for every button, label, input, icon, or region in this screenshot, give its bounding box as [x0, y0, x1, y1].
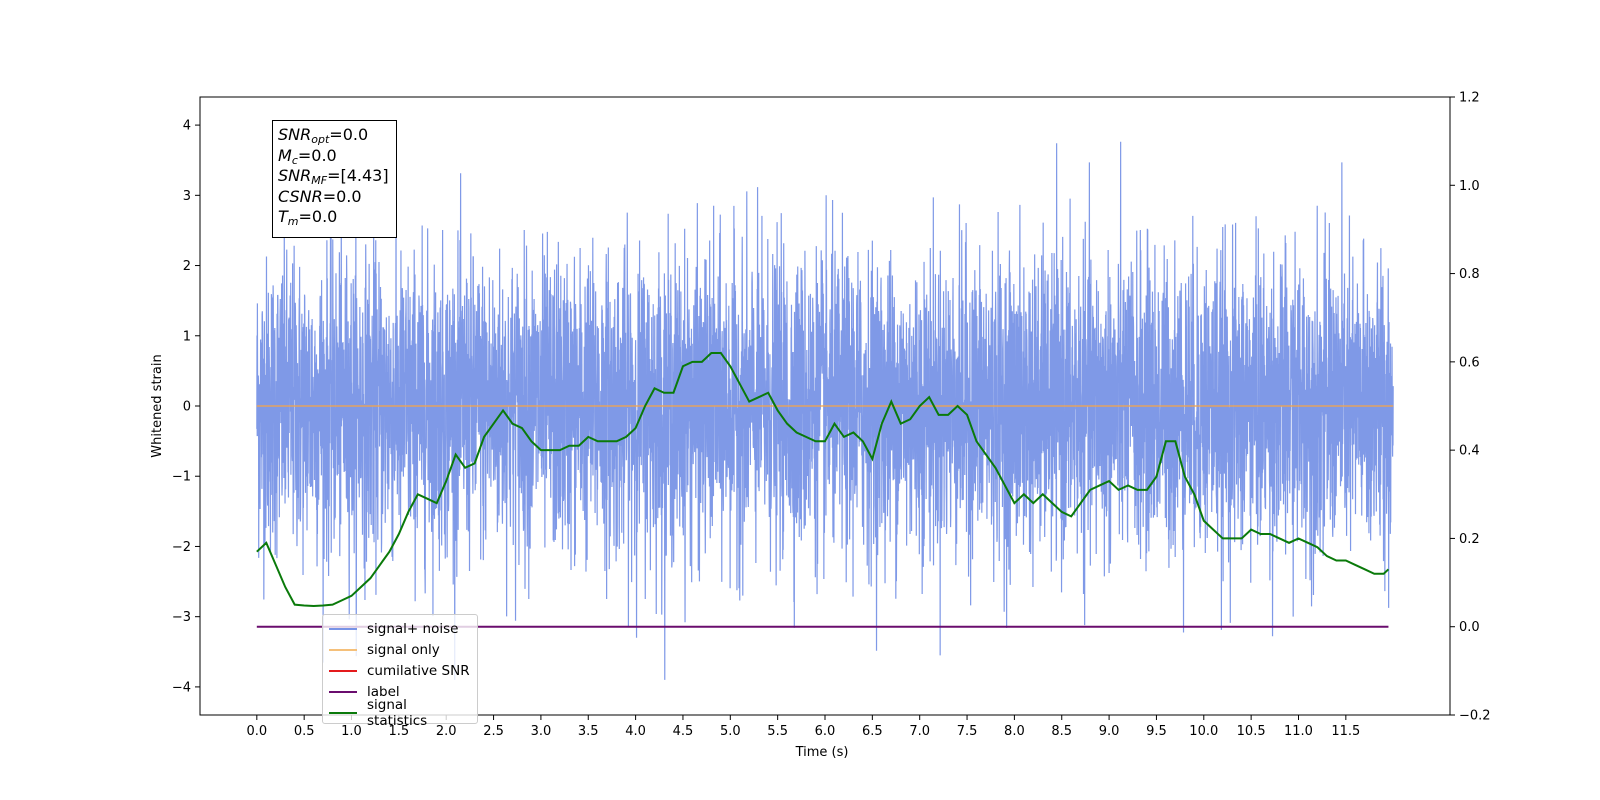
- y-tick-label-2: 2: [183, 259, 191, 274]
- x-tick-label-19: 9.5: [1146, 724, 1167, 739]
- y-right-tick-label-1: 1.0: [1459, 179, 1480, 194]
- x-tick-label-3: 1.5: [389, 724, 410, 739]
- stats-snr-opt: SNRopt=0.0: [278, 125, 369, 146]
- legend-item-signal-only: signal only: [329, 639, 471, 660]
- x-tick-label-7: 3.5: [578, 724, 599, 739]
- stats-box: SNRopt=0.0 Mc=0.0 SNRMF=[4.43] CSNR=0.0 …: [272, 120, 397, 238]
- x-tick-label-4: 2.0: [436, 724, 457, 739]
- x-axis: 0.0 0.5 1.0 1.5 2.0 2.5 3.0 3.5 4.0 4.5 5.0 5.5 6.0 6…: [246, 715, 1360, 739]
- legend-item-cumulative-snr: cumilative SNR: [329, 660, 471, 681]
- y-right-tick-label-5: 0.2: [1459, 532, 1480, 547]
- y-axis-right: 1.2 1.0 0.8 0.6 0.4 0.2 0.0 −0.2: [1450, 91, 1491, 724]
- y-tick-label-7: −3: [172, 610, 191, 625]
- y-tick-label-5: −1: [172, 470, 191, 485]
- x-tick-label-16: 8.0: [1004, 724, 1025, 739]
- x-tick-label-20: 10.0: [1189, 724, 1218, 739]
- x-tick-label-18: 9.0: [1099, 724, 1120, 739]
- legend-item-label: label: [329, 681, 471, 702]
- x-tick-label-10: 5.0: [720, 724, 741, 739]
- y-right-tick-label-7: −0.2: [1459, 709, 1491, 724]
- x-tick-label-6: 3.0: [531, 724, 552, 739]
- y-right-tick-label-0: 1.2: [1459, 91, 1480, 106]
- y-tick-label-8: −4: [172, 680, 191, 695]
- x-tick-label-2: 1.0: [341, 724, 362, 739]
- x-tick-label-1: 0.5: [294, 724, 315, 739]
- x-tick-label-21: 10.5: [1237, 724, 1266, 739]
- y-tick-label-1: 3: [183, 189, 191, 204]
- signal-noise-line: [256, 141, 1394, 680]
- x-tick-label-5: 2.5: [483, 724, 504, 739]
- x-tick-label-0: 0.0: [246, 724, 267, 739]
- x-tick-label-23: 11.5: [1331, 724, 1360, 739]
- x-tick-label-8: 4.0: [625, 724, 646, 739]
- x-tick-label-22: 11.0: [1284, 724, 1313, 739]
- stats-snr-mf: SNRMF=[4.43]: [278, 166, 389, 188]
- y-tick-label-3: 1: [183, 329, 191, 344]
- signal-statistics-line: [256, 352, 1390, 607]
- x-tick-label-12: 6.0: [815, 724, 836, 739]
- x-tick-label-13: 6.5: [862, 724, 883, 739]
- x-tick-label-17: 8.5: [1051, 724, 1072, 739]
- signal-noise-series: [256, 141, 1394, 680]
- x-axis-label: Time (s): [795, 745, 849, 760]
- y-axis-label: Whitened strain: [150, 354, 165, 457]
- legend-item-signal-noise: signal+ noise: [329, 618, 471, 639]
- y-right-tick-label-3: 0.6: [1459, 355, 1480, 370]
- y-right-tick-label-6: 0.0: [1459, 620, 1480, 635]
- y-tick-label-0: 4: [183, 119, 191, 134]
- x-tick-label-15: 7.5: [957, 724, 978, 739]
- stats-csnr: CSNR=0.0: [278, 186, 362, 206]
- legend: signal+ noise signal only cumilative SNR…: [322, 614, 478, 729]
- stats-mc: Mc=0.0: [278, 145, 337, 167]
- y-axis-left: 4 3 2 1 0 −1 −2 −3 −4: [172, 119, 200, 695]
- x-tick-label-9: 4.5: [673, 724, 694, 739]
- stats-tm: Tm=0.0: [278, 207, 338, 229]
- legend-item-signal-statistics: signal statistics: [329, 697, 471, 729]
- y-right-tick-label-4: 0.4: [1459, 444, 1480, 459]
- y-tick-label-6: −2: [172, 540, 191, 555]
- x-tick-label-11: 5.5: [767, 724, 788, 739]
- x-tick-label-14: 7.0: [909, 724, 930, 739]
- y-right-tick-label-2: 0.8: [1459, 267, 1480, 282]
- y-tick-label-4: 0: [183, 400, 191, 415]
